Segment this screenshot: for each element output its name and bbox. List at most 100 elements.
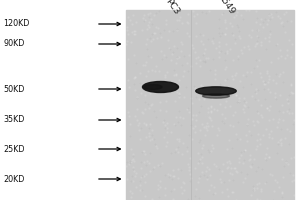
Point xyxy=(130,14,135,17)
Point xyxy=(210,143,214,146)
Point xyxy=(254,16,259,19)
Point xyxy=(184,20,189,23)
Point xyxy=(131,179,136,183)
Point xyxy=(220,13,224,16)
Point xyxy=(266,78,271,81)
Point xyxy=(158,32,162,35)
Point xyxy=(235,10,240,13)
Point xyxy=(129,160,134,163)
Point xyxy=(217,168,221,171)
Point xyxy=(142,20,147,23)
Point xyxy=(262,36,267,40)
Point xyxy=(143,19,148,22)
Point xyxy=(255,144,260,147)
Point xyxy=(278,116,282,119)
Point xyxy=(155,183,160,186)
Point xyxy=(255,41,260,44)
Point xyxy=(124,25,129,28)
Point xyxy=(160,121,165,124)
Point xyxy=(280,104,285,107)
Point xyxy=(291,178,296,181)
Point xyxy=(174,91,179,94)
Point xyxy=(141,87,146,91)
Point xyxy=(289,83,294,86)
Point xyxy=(214,133,219,136)
Point xyxy=(201,59,206,62)
Point xyxy=(171,30,176,33)
Point xyxy=(127,115,131,118)
Point xyxy=(268,104,272,107)
Point xyxy=(177,78,182,81)
Point xyxy=(257,58,262,62)
Point xyxy=(197,160,202,163)
Point xyxy=(249,165,254,168)
Point xyxy=(192,130,197,133)
Point xyxy=(281,24,286,27)
Point xyxy=(268,29,273,32)
Point xyxy=(204,128,209,131)
Point xyxy=(196,141,201,144)
Point xyxy=(146,54,150,57)
Point xyxy=(182,54,187,57)
Point xyxy=(186,70,190,73)
Point xyxy=(152,110,157,113)
Point xyxy=(184,61,189,64)
Point xyxy=(224,26,229,29)
Point xyxy=(255,28,260,31)
Point xyxy=(168,190,173,193)
Point xyxy=(231,15,236,18)
Point xyxy=(275,14,280,18)
Point xyxy=(253,98,257,101)
Point xyxy=(238,150,243,153)
Point xyxy=(235,25,240,28)
Point xyxy=(278,55,283,58)
Point xyxy=(202,125,206,128)
Point xyxy=(268,60,273,63)
Point xyxy=(173,74,178,77)
Point xyxy=(276,141,281,144)
Point xyxy=(128,161,132,164)
Point xyxy=(140,29,144,32)
Point xyxy=(147,92,152,95)
Point xyxy=(243,148,248,151)
Point xyxy=(217,50,222,53)
Point xyxy=(287,111,292,115)
Point xyxy=(223,93,228,97)
Point xyxy=(157,164,162,168)
Point xyxy=(157,164,162,168)
Point xyxy=(234,198,239,200)
Text: 90KD: 90KD xyxy=(3,40,24,48)
Point xyxy=(219,32,224,35)
Point xyxy=(130,167,135,170)
Point xyxy=(144,123,148,126)
Point xyxy=(130,175,135,178)
Point xyxy=(197,64,202,67)
Point xyxy=(254,91,259,94)
Point xyxy=(151,167,155,171)
Point xyxy=(141,87,146,91)
Point xyxy=(150,128,154,131)
Point xyxy=(253,87,258,90)
Point xyxy=(172,150,177,153)
Point xyxy=(188,64,193,68)
Point xyxy=(186,198,191,200)
Point xyxy=(189,96,194,100)
Point xyxy=(232,167,236,170)
Point xyxy=(245,118,250,121)
Point xyxy=(219,90,224,94)
Point xyxy=(244,133,249,136)
Point xyxy=(154,25,159,28)
Point xyxy=(147,131,152,134)
Point xyxy=(230,173,234,176)
Point xyxy=(211,37,216,40)
Point xyxy=(258,198,263,200)
Point xyxy=(265,87,270,90)
Point xyxy=(238,36,243,39)
Point xyxy=(224,65,228,68)
Point xyxy=(143,163,148,166)
Point xyxy=(191,14,196,17)
Point xyxy=(163,74,167,77)
Point xyxy=(264,106,269,109)
Point xyxy=(272,178,277,181)
Point xyxy=(205,175,209,179)
